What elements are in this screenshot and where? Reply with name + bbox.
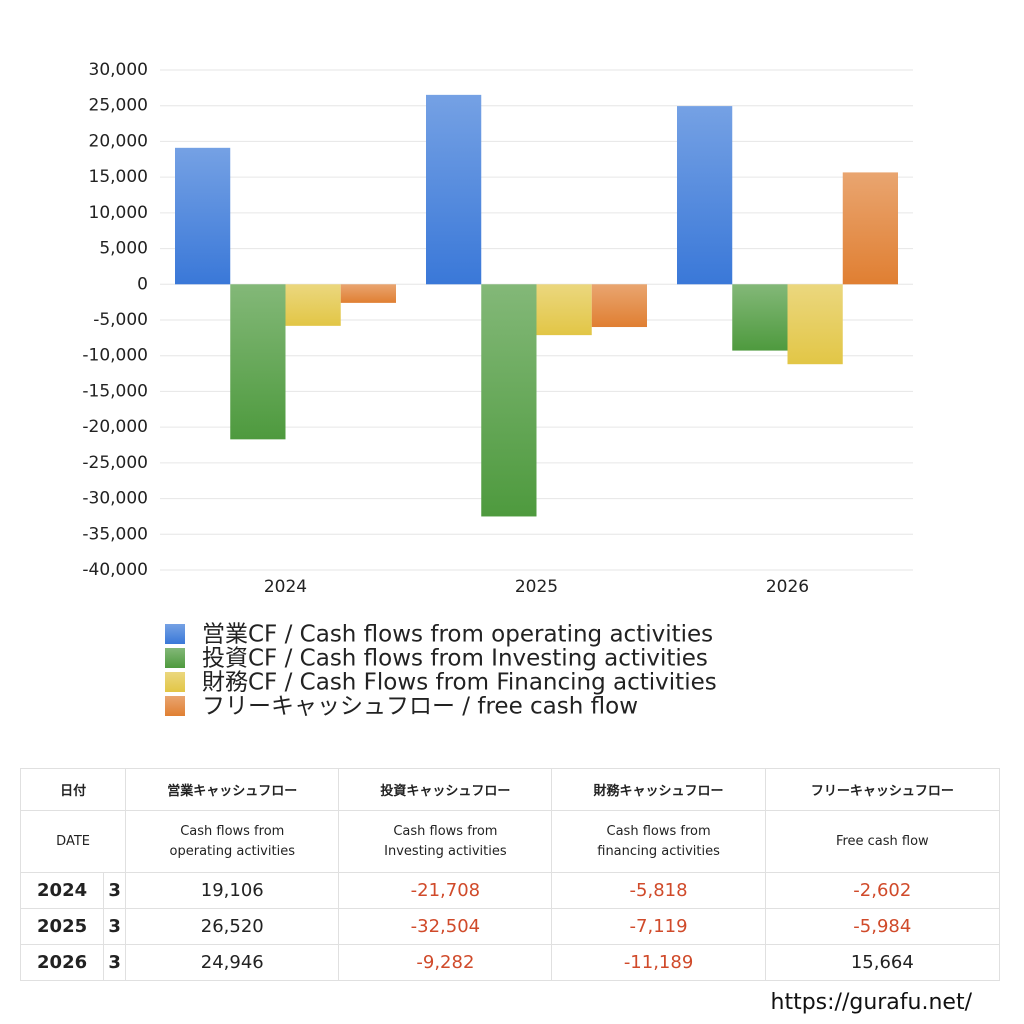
y-tick-label: 10,000 [89, 203, 148, 223]
table-cell: 19,106 [125, 872, 340, 909]
table-cell: 3 [103, 944, 127, 981]
table-cell: 26,520 [125, 908, 340, 945]
table-cell: -21,708 [338, 872, 553, 909]
y-tick-label: 15,000 [89, 167, 148, 187]
bar [426, 94, 482, 285]
subheader-cell: Cash flows from operating activities [125, 810, 340, 873]
table-cell: 2025 [19, 908, 105, 945]
y-tick-label: -20,000 [82, 417, 148, 437]
x-tick-label: 2024 [264, 577, 307, 597]
header-cell: フリーキャッシュフロー [764, 768, 1001, 811]
bar [732, 284, 788, 351]
y-tick-label: -25,000 [82, 453, 148, 473]
legend-swatch [165, 672, 185, 692]
bar [285, 284, 341, 326]
legend-label: 営業CF / Cash flows from operating activit… [202, 622, 713, 648]
y-tick-label: -15,000 [82, 381, 148, 401]
bar [230, 284, 286, 440]
table-cell: 3 [103, 908, 127, 945]
y-tick-label: 30,000 [89, 60, 148, 80]
table-cell: -5,818 [551, 872, 766, 909]
bar [677, 106, 733, 285]
legend-label: フリーキャッシュフロー / free cash flow [202, 694, 638, 720]
bar [842, 172, 898, 285]
data-table: 日付 営業キャッシュフロー 投資キャッシュフロー 財務キャッシュフロー フリーキャッシュ… [19, 768, 1001, 981]
table-row: 2026 3 24,946 -9,282 -11,189 15,664 [19, 944, 1001, 981]
subheader-cell: Cash flows from Investing activities [338, 810, 553, 873]
table-cell: 2024 [19, 872, 105, 909]
table-cell: 2026 [19, 944, 105, 981]
legend-swatch [165, 624, 185, 644]
table-cell: -2,602 [764, 872, 1001, 909]
bar [536, 284, 592, 336]
legend-label: 財務CF / Cash Flows from Financing activit… [202, 670, 717, 696]
bar [175, 147, 231, 285]
table-cell: -11,189 [551, 944, 766, 981]
bar [481, 284, 537, 517]
y-tick-label: -10,000 [82, 346, 148, 366]
footer-url: https://gurafu.net/ [770, 990, 973, 1015]
y-tick-label: -35,000 [82, 524, 148, 544]
header-cell: 営業キャッシュフロー [125, 768, 340, 811]
y-tick-label: 5,000 [99, 239, 148, 259]
header-cell: 日付 [19, 768, 127, 811]
table-cell: 24,946 [125, 944, 340, 981]
bar [340, 284, 396, 303]
chart: -40,000 -35,000 -30,000 -25,000 -20,000 -15,0… [82, 60, 913, 720]
subheader-cell: Free cash flow [764, 810, 1001, 873]
x-tick-label: 2025 [515, 577, 558, 597]
table-row: 2025 3 26,520 -32,504 -7,119 -5,984 [19, 908, 1001, 945]
table-row: 2024 3 19,106 -21,708 -5,818 -2,602 [19, 872, 1001, 909]
legend-swatch [165, 648, 185, 668]
header-cell: 財務キャッシュフロー [551, 768, 766, 811]
bar [787, 284, 843, 365]
y-tick-label: 20,000 [89, 131, 148, 151]
table-cell: -5,984 [764, 908, 1001, 945]
table-cell: 15,664 [764, 944, 1001, 981]
table-cell: -9,282 [338, 944, 553, 981]
y-tick-label: -30,000 [82, 489, 148, 509]
y-tick-label: 25,000 [89, 96, 148, 116]
y-tick-label: -40,000 [82, 560, 148, 580]
header-cell: 投資キャッシュフロー [338, 768, 553, 811]
y-tick-label: 0 [137, 274, 148, 294]
bar [591, 284, 647, 328]
subheader-cell: DATE [19, 810, 127, 873]
subheader-cell: Cash flows from financing activities [551, 810, 766, 873]
x-tick-label: 2026 [766, 577, 809, 597]
y-tick-label: -5,000 [93, 310, 148, 330]
legend-label: 投資CF / Cash flows from Investing activit… [202, 646, 708, 672]
table-cell: -7,119 [551, 908, 766, 945]
table-cell: 3 [103, 872, 127, 909]
legend-swatch [165, 696, 185, 716]
table-cell: -32,504 [338, 908, 553, 945]
